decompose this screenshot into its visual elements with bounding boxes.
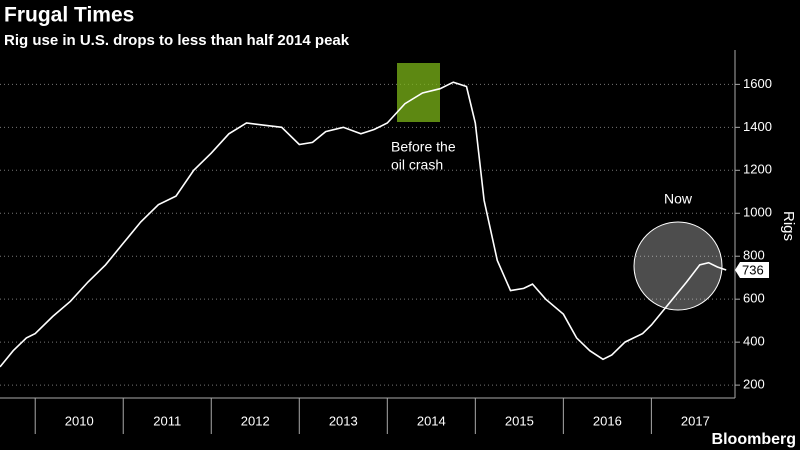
y-tick-label: 1600 xyxy=(743,76,772,91)
x-tick-label: 2011 xyxy=(153,413,181,428)
chart-title: Frugal Times xyxy=(4,4,134,27)
annotation: oil crash xyxy=(391,157,443,173)
y-tick-label: 400 xyxy=(743,334,765,349)
highlight-circle xyxy=(633,221,723,311)
x-tick-label: 2017 xyxy=(681,413,710,428)
last-value-label: 736 xyxy=(742,262,764,277)
highlight-box xyxy=(397,63,440,122)
source: Bloomberg xyxy=(712,431,796,448)
y-tick-label: 800 xyxy=(743,248,765,263)
last-value-marker xyxy=(735,261,769,278)
y-tick-label: 1000 xyxy=(743,205,772,220)
chart-subtitle: Rig use in U.S. drops to less than half … xyxy=(4,32,350,49)
y-tick-label: 1400 xyxy=(743,119,772,134)
y-tick-label: 1200 xyxy=(743,162,772,177)
y-axis-label: Rigs xyxy=(780,211,797,241)
data-line xyxy=(0,81,727,368)
x-tick-label: 2015 xyxy=(505,413,534,428)
x-tick-label: 2014 xyxy=(417,413,446,428)
annotation: Before the xyxy=(391,139,456,155)
x-tick-label: 2013 xyxy=(329,413,358,428)
x-tick-label: 2010 xyxy=(65,413,94,428)
y-tick-label: 200 xyxy=(743,377,765,392)
annotation: Now xyxy=(664,191,693,207)
x-tick-label: 2016 xyxy=(593,413,622,428)
x-tick-label: 2012 xyxy=(241,413,270,428)
y-tick-label: 600 xyxy=(743,291,765,306)
